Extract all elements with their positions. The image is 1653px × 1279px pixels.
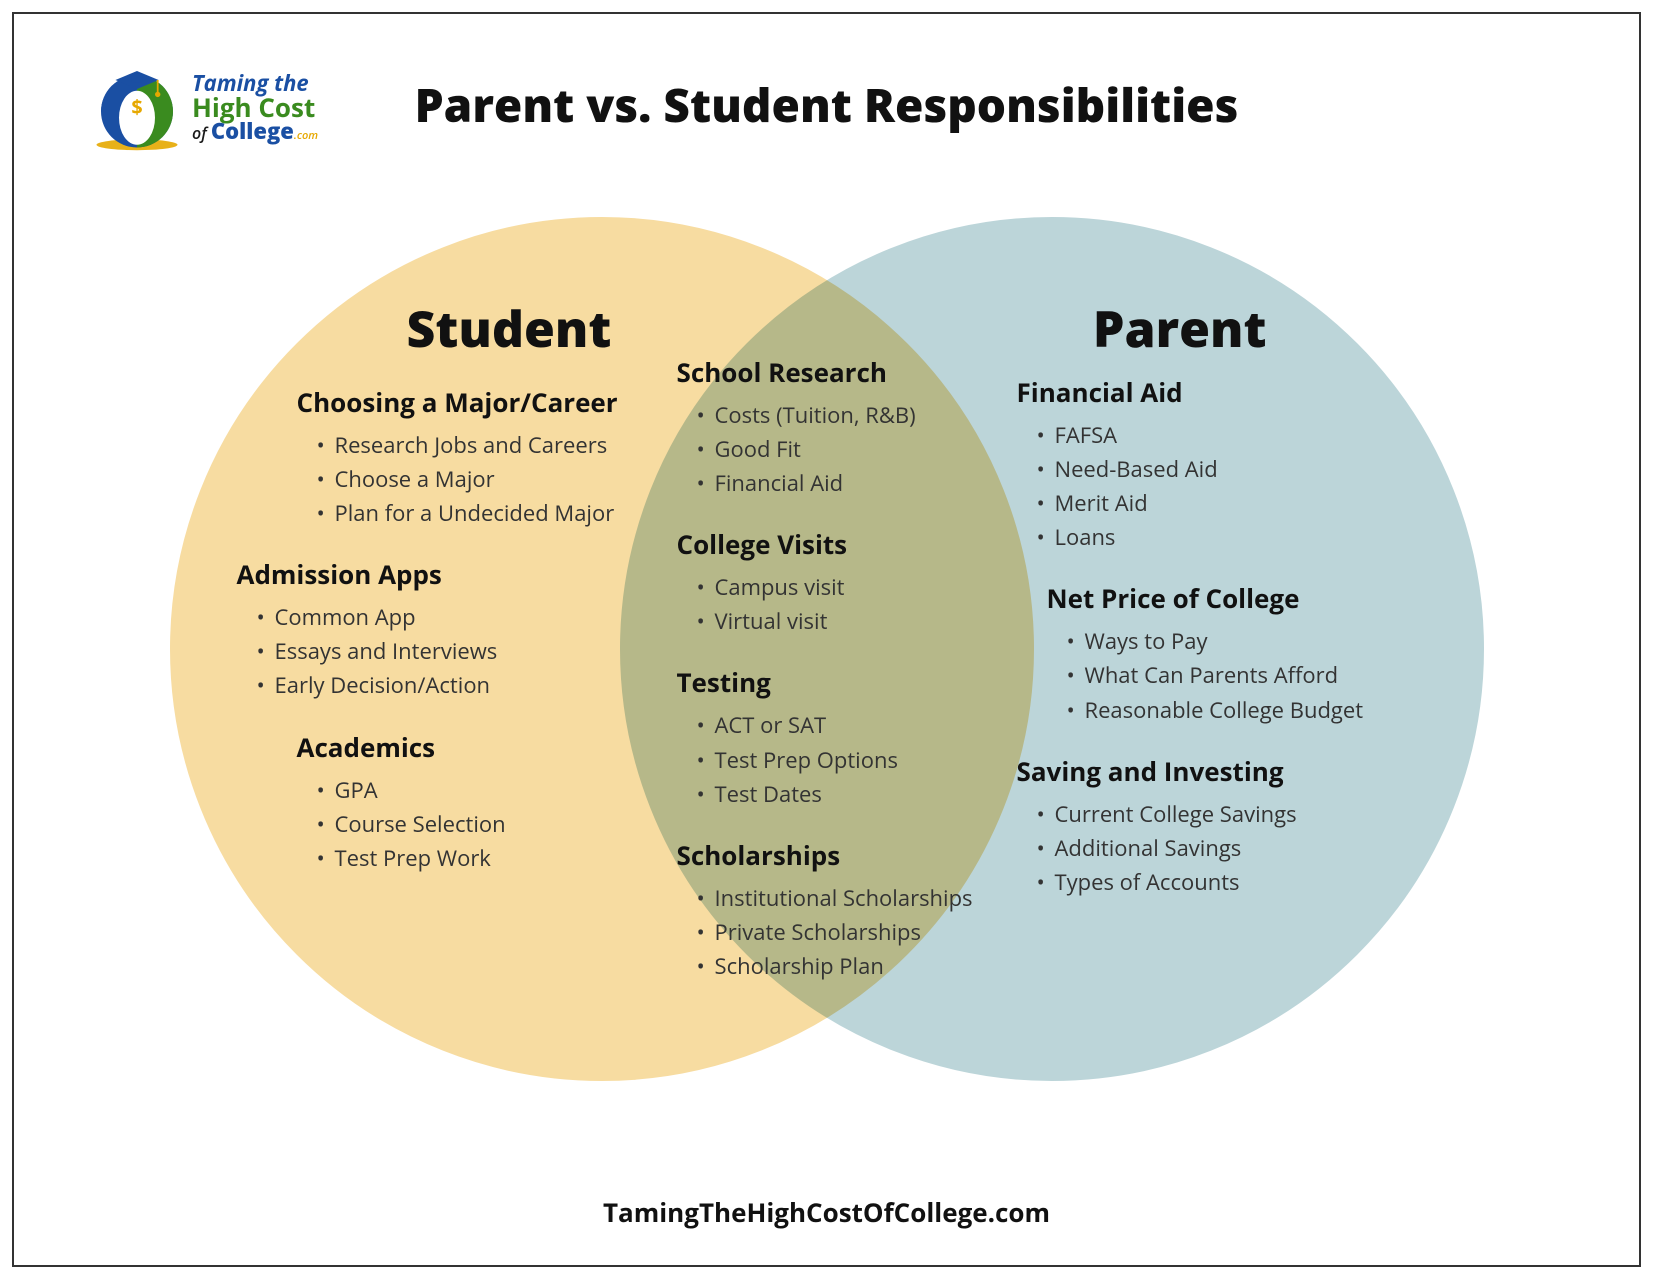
item-list: Ways to Pay What Can Parents Afford Reas… [1047,624,1387,726]
list-item: Plan for a Undecided Major [317,496,667,530]
list-item: Private Scholarships [697,915,1007,949]
list-item: Reasonable College Budget [1067,693,1387,727]
parent-column: Financial Aid FAFSA Need-Based Aid Merit… [1017,374,1387,925]
list-item: Test Prep Work [317,841,667,875]
list-item: Test Prep Options [697,743,1007,777]
item-list: ACT or SAT Test Prep Options Test Dates [677,708,1007,810]
group-heading: Financial Aid [1017,374,1387,410]
list-item: Additional Savings [1037,831,1387,865]
item-list: Costs (Tuition, R&B) Good Fit Financial … [677,398,1007,500]
item-list: GPA Course Selection Test Prep Work [297,773,667,875]
list-item: Choose a Major [317,462,667,496]
list-item: Ways to Pay [1067,624,1387,658]
list-item: Virtual visit [697,604,1007,638]
shared-column: School Research Costs (Tuition, R&B) Goo… [677,354,1007,1009]
list-item: Scholarship Plan [697,949,1007,983]
student-column: Choosing a Major/Career Research Jobs an… [267,384,667,901]
list-item: Common App [257,600,667,634]
venn-title-parent: Parent [1093,294,1267,362]
group-heading: Admission Apps [237,556,667,592]
group-heading: School Research [677,354,1007,390]
list-item: Campus visit [697,570,1007,604]
list-item: Current College Savings [1037,797,1387,831]
list-item: Course Selection [317,807,667,841]
list-item: Merit Aid [1037,486,1387,520]
list-item: Test Dates [697,777,1007,811]
list-item: Financial Aid [697,466,1007,500]
group-heading: Testing [677,664,1007,700]
venn-title-student: Student [407,294,612,362]
item-list: FAFSA Need-Based Aid Merit Aid Loans [1017,418,1387,554]
list-item: FAFSA [1037,418,1387,452]
group-heading: College Visits [677,526,1007,562]
page-title: Parent vs. Student Responsibilities [14,74,1639,136]
item-list: Research Jobs and Careers Choose a Major… [297,428,667,530]
group-heading: Academics [297,729,667,765]
item-list: Campus visit Virtual visit [677,570,1007,638]
list-item: Loans [1037,520,1387,554]
group-heading: Choosing a Major/Career [297,384,667,420]
list-item: What Can Parents Afford [1067,658,1387,692]
group-heading: Scholarships [677,837,1007,873]
item-list: Current College Savings Additional Savin… [1017,797,1387,899]
infographic-frame: $ Taming the High Cost of College.com Pa… [12,12,1641,1267]
list-item: Need-Based Aid [1037,452,1387,486]
list-item: Research Jobs and Careers [317,428,667,462]
venn-diagram: Student Parent Choosing a Major/Career R… [167,194,1487,1134]
item-list: Institutional Scholarships Private Schol… [677,881,1007,983]
item-list: Common App Essays and Interviews Early D… [237,600,667,702]
list-item: Essays and Interviews [257,634,667,668]
list-item: Types of Accounts [1037,865,1387,899]
list-item: ACT or SAT [697,708,1007,742]
list-item: Institutional Scholarships [697,881,1007,915]
list-item: GPA [317,773,667,807]
group-heading: Net Price of College [1047,580,1387,616]
group-heading: Saving and Investing [1017,753,1387,789]
list-item: Early Decision/Action [257,668,667,702]
footer-url: TamingTheHighCostOfCollege.com [14,1194,1639,1230]
list-item: Costs (Tuition, R&B) [697,398,1007,432]
list-item: Good Fit [697,432,1007,466]
